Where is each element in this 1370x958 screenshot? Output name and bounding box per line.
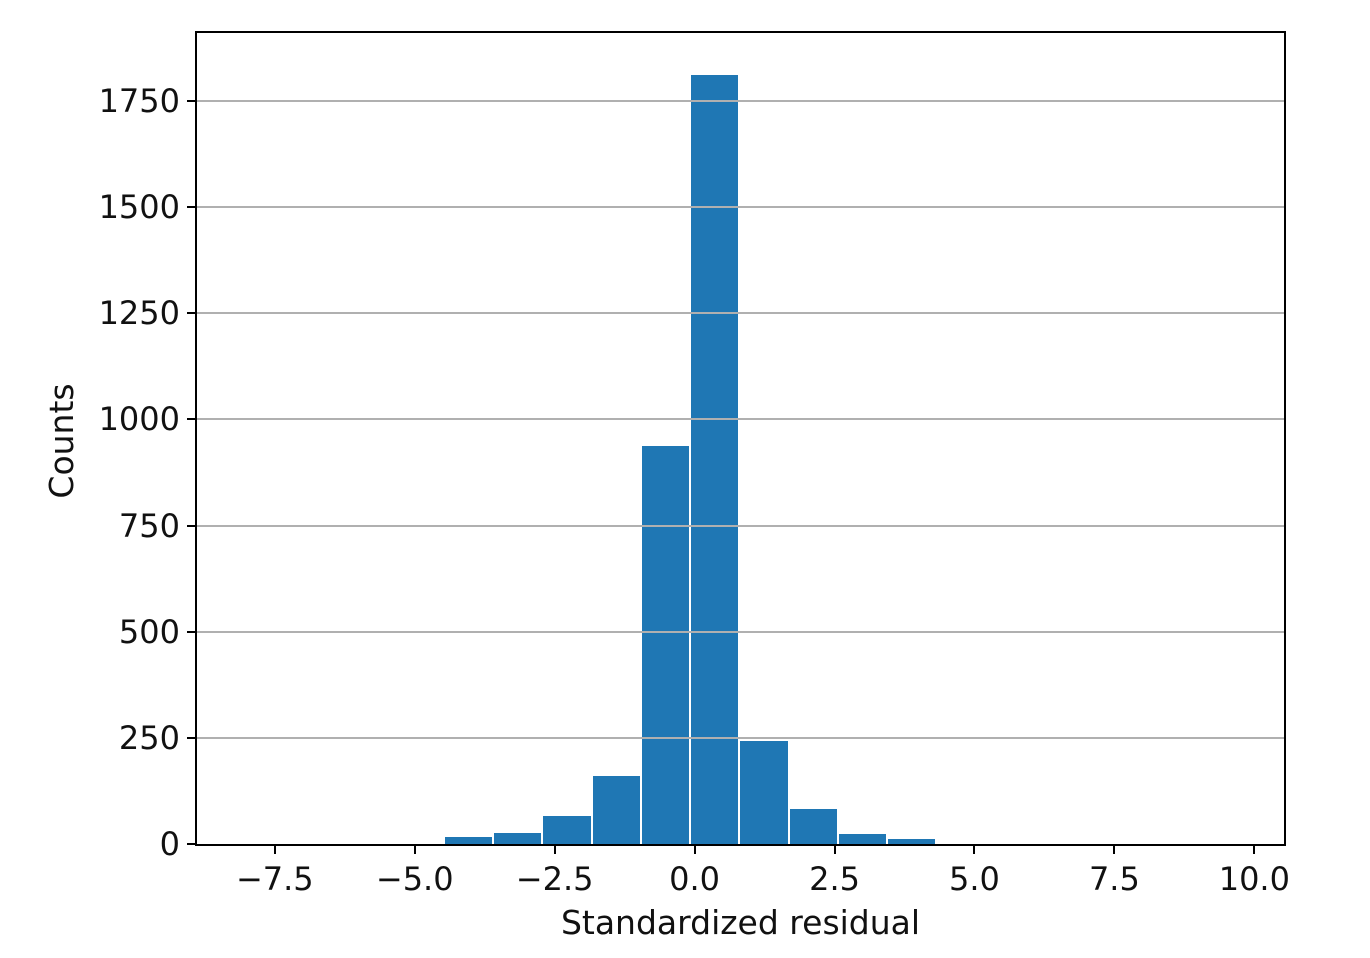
- y-gridline: [197, 736, 1284, 739]
- y-tick-mark: [187, 736, 195, 739]
- y-tick-label: 250: [118, 718, 180, 757]
- x-tick-mark: [553, 846, 556, 854]
- x-tick-label: 0.0: [669, 860, 721, 898]
- y-gridline: [197, 312, 1284, 315]
- y-tick-mark: [187, 99, 195, 102]
- x-tick-label: 5.0: [949, 860, 1000, 898]
- y-tick-mark: [187, 312, 195, 315]
- x-tick-mark: [413, 846, 416, 854]
- y-gridline: [197, 524, 1284, 527]
- x-axis-label: Standardized residual: [560, 903, 921, 942]
- y-gridline: [197, 418, 1284, 421]
- y-axis-label: Counts: [42, 383, 81, 499]
- x-tick-label: 7.5: [1088, 860, 1140, 898]
- x-tick-mark: [1253, 846, 1256, 854]
- y-tick-label: 1000: [98, 400, 180, 439]
- y-tick-mark: [187, 206, 195, 209]
- y-tick-mark: [187, 524, 195, 527]
- x-tick-mark: [1113, 846, 1116, 854]
- histogram-bar: [888, 838, 936, 844]
- y-tick-label: 750: [118, 506, 180, 545]
- x-tick-mark: [693, 846, 696, 854]
- x-tick-label: −2.5: [515, 860, 594, 898]
- y-tick-label: 1500: [98, 188, 180, 227]
- y-tick-mark: [187, 630, 195, 633]
- y-tick-label: 1750: [98, 81, 180, 120]
- y-gridline: [197, 99, 1284, 102]
- y-tick-label: 0: [159, 825, 180, 863]
- y-tick-label: 500: [118, 612, 180, 651]
- y-tick-mark: [187, 843, 195, 845]
- histogram-bar: [691, 74, 739, 844]
- histogram-bar: [494, 832, 542, 844]
- x-tick-label: −5.0: [375, 860, 454, 898]
- histogram-bar: [789, 809, 837, 844]
- histogram-bar: [543, 816, 591, 844]
- histogram-bar: [444, 837, 493, 844]
- x-tick-mark: [973, 846, 976, 854]
- y-tick-mark: [187, 418, 195, 421]
- histogram-bar: [641, 445, 690, 844]
- x-tick-mark: [273, 846, 276, 854]
- y-gridline: [197, 206, 1284, 209]
- histogram-bar: [740, 740, 788, 844]
- x-tick-label: 10.0: [1218, 860, 1290, 898]
- x-tick-mark: [833, 846, 836, 854]
- plot-area: [195, 31, 1286, 846]
- y-tick-label: 1250: [98, 294, 180, 333]
- x-tick-label: −7.5: [235, 860, 314, 898]
- histogram-bar: [592, 776, 640, 844]
- y-gridline: [197, 630, 1284, 633]
- x-tick-label: 2.5: [809, 860, 860, 898]
- histogram-bar: [838, 833, 887, 844]
